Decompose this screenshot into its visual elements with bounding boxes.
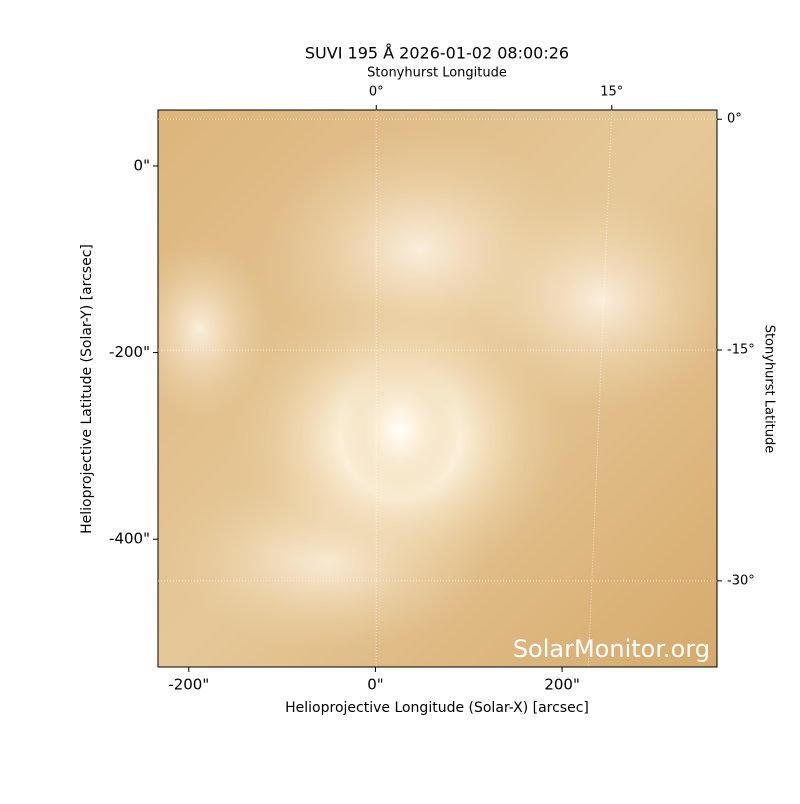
chart-title: SUVI 195 Å 2026-01-02 08:00:26 <box>305 44 569 63</box>
x-axis-label: Helioprojective Longitude (Solar-X) [arc… <box>285 700 589 716</box>
y2-tick-label: -15° <box>727 343 755 358</box>
y2-axis-label: Stonyhurst Latitude <box>762 325 777 454</box>
x-tick-label: 0" <box>367 676 383 694</box>
x2-tick-label: 15° <box>600 85 623 100</box>
watermark: SolarMonitor.org <box>513 635 710 663</box>
y2-tick-label: 0° <box>727 112 742 127</box>
solar-image <box>130 110 730 667</box>
y-axis-label: Helioprojective Latitude (Solar-Y) [arcs… <box>79 244 95 534</box>
y-tick-label: 0" <box>134 156 150 174</box>
x-tick-label: -200" <box>168 676 209 694</box>
x-tick-label: 200" <box>544 676 580 694</box>
y2-tick-label: -30° <box>727 573 755 588</box>
x2-tick-label: 0° <box>369 85 384 100</box>
y-tick-label: -200" <box>109 343 150 361</box>
x2-axis-label: Stonyhurst Longitude <box>367 66 507 81</box>
y-tick-label: -400" <box>109 530 150 548</box>
